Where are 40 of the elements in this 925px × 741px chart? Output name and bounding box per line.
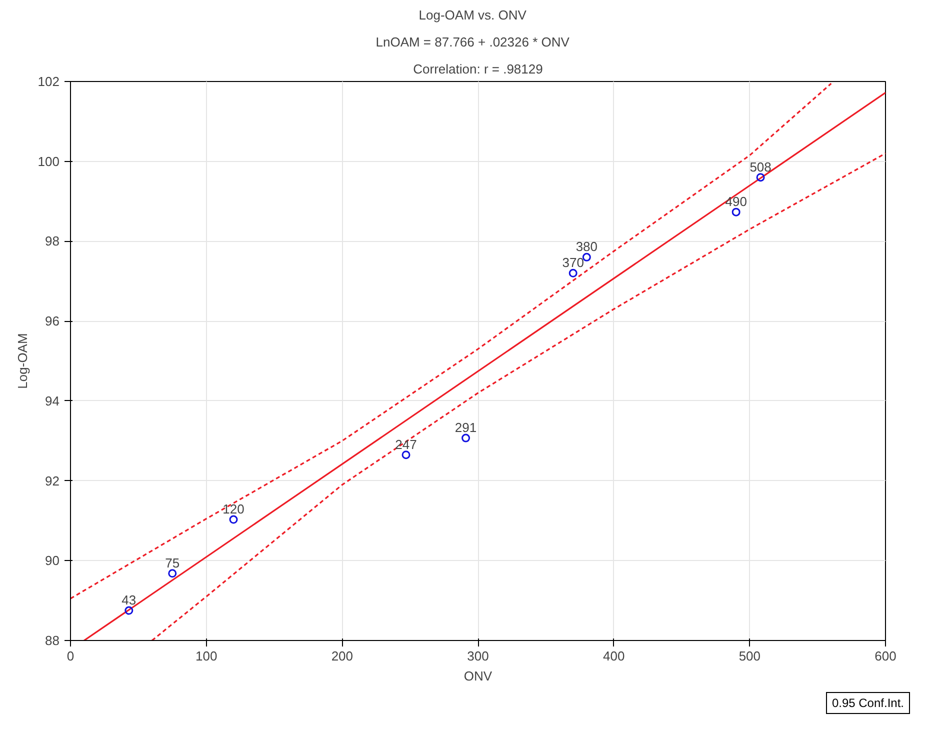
text: 0.95 Conf.Int. bbox=[826, 692, 910, 714]
point bbox=[462, 434, 470, 442]
annotation: 380 bbox=[576, 239, 598, 254]
x-tick-label: 300 bbox=[467, 648, 489, 664]
y-tick-label: 92 bbox=[45, 473, 60, 488]
point bbox=[732, 208, 740, 216]
x-tick-label: 500 bbox=[738, 648, 761, 664]
annotation: 490 bbox=[725, 194, 747, 210]
y-tick-label: 90 bbox=[45, 553, 60, 568]
y-tick-label: 98 bbox=[45, 234, 60, 249]
annotation: 291 bbox=[454, 420, 477, 436]
y-tick-label: 100 bbox=[38, 154, 60, 169]
annotation: 508 bbox=[750, 159, 772, 174]
annotation: 370 bbox=[562, 255, 584, 270]
annotation: 247 bbox=[395, 436, 417, 452]
annotation: 43 bbox=[122, 592, 136, 608]
point bbox=[582, 252, 591, 262]
point bbox=[756, 173, 765, 182]
y-tick-label: 96 bbox=[45, 314, 60, 329]
chart-title: Log-OAM vs. ONV bbox=[418, 8, 527, 22]
text: Correlation: r = .98129 bbox=[413, 62, 543, 76]
x-tick-label: 100 bbox=[195, 648, 218, 664]
y-tick-label: 94 bbox=[45, 393, 60, 408]
x-axis-title: ONV bbox=[464, 668, 492, 684]
x-tick-label: 400 bbox=[602, 648, 625, 664]
y-axis-title: Log-OAM bbox=[14, 333, 30, 389]
annotation: 120 bbox=[222, 502, 244, 517]
annotation: 75 bbox=[165, 555, 180, 570]
x-tick-label: 200 bbox=[331, 648, 354, 664]
x-tick-label: 0 bbox=[66, 648, 74, 664]
point bbox=[402, 450, 410, 460]
y-tick-label: 102 bbox=[38, 74, 60, 89]
point bbox=[124, 606, 134, 615]
chart-subtitle: LnOAM = 87.766 + .02326 * ONV bbox=[376, 34, 570, 50]
point bbox=[568, 268, 578, 278]
y-tick-label: 88 bbox=[45, 633, 60, 648]
x-tick-label: 600 bbox=[874, 648, 896, 664]
line-series bbox=[151, 152, 886, 640]
point bbox=[168, 569, 177, 578]
point bbox=[229, 515, 238, 524]
